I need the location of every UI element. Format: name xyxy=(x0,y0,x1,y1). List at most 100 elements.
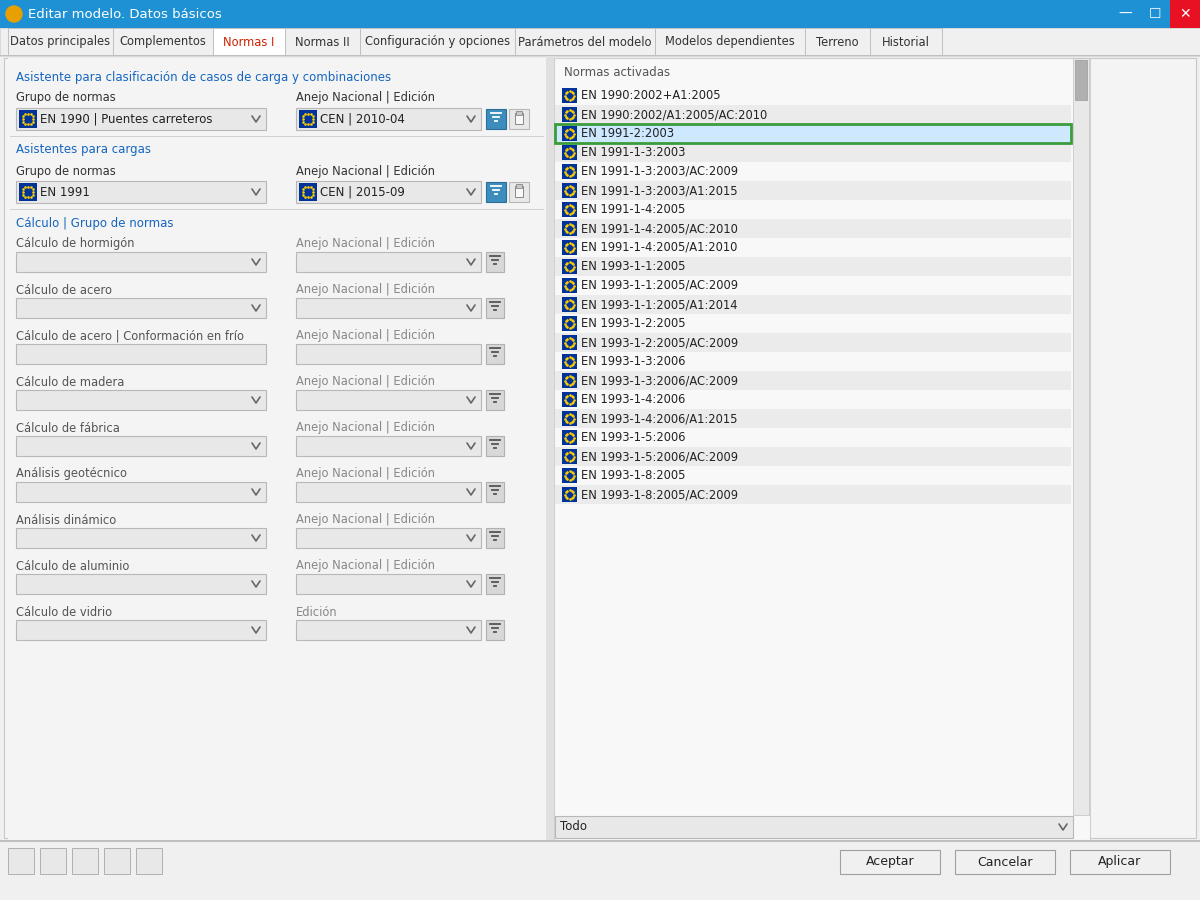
Bar xyxy=(0,0,1200,28)
Bar xyxy=(562,183,577,198)
Text: CEN | 2015-09: CEN | 2015-09 xyxy=(320,185,404,199)
Bar xyxy=(72,848,98,874)
Bar xyxy=(562,430,577,445)
Bar xyxy=(8,848,34,874)
Bar xyxy=(486,528,504,548)
Bar xyxy=(554,86,1072,105)
Text: Cálculo de acero: Cálculo de acero xyxy=(16,284,112,296)
Text: Anejo Nacional | Edición: Anejo Nacional | Edición xyxy=(296,560,436,572)
Text: Anejo Nacional | Edición: Anejo Nacional | Edición xyxy=(296,375,436,389)
Circle shape xyxy=(6,6,22,22)
Bar xyxy=(16,620,266,640)
Text: EN 1991-1-3:2003: EN 1991-1-3:2003 xyxy=(581,146,685,159)
Text: EN 1993-1-3:2006/AC:2009: EN 1993-1-3:2006/AC:2009 xyxy=(581,374,738,387)
Bar xyxy=(562,88,577,103)
Bar xyxy=(554,257,1072,276)
Text: EN 1991-1-4:2005: EN 1991-1-4:2005 xyxy=(581,203,685,216)
Text: Edición: Edición xyxy=(296,606,337,618)
Bar xyxy=(546,56,554,840)
Bar xyxy=(10,136,544,137)
Bar xyxy=(1110,0,1140,28)
Text: Anejo Nacional | Edición: Anejo Nacional | Edición xyxy=(296,421,436,435)
Text: EN 1990 | Puentes carreteros: EN 1990 | Puentes carreteros xyxy=(40,112,212,125)
Text: Anejo Nacional | Edición: Anejo Nacional | Edición xyxy=(296,467,436,481)
Bar xyxy=(286,28,360,55)
Text: EN 1990:2002+A1:2005: EN 1990:2002+A1:2005 xyxy=(581,89,721,102)
Text: Datos principales: Datos principales xyxy=(11,35,110,49)
Bar xyxy=(0,842,1200,900)
Bar xyxy=(0,56,1200,840)
Bar xyxy=(299,110,317,128)
Text: CEN | 2010-04: CEN | 2010-04 xyxy=(320,112,404,125)
Bar xyxy=(840,850,940,874)
Bar xyxy=(554,466,1072,485)
Bar xyxy=(486,344,504,364)
Bar xyxy=(16,390,266,410)
Bar xyxy=(16,108,266,130)
Bar xyxy=(562,354,577,369)
Text: Cálculo de hormigón: Cálculo de hormigón xyxy=(16,238,134,250)
Bar xyxy=(0,28,1200,56)
Bar xyxy=(1075,60,1087,100)
Bar xyxy=(554,390,1072,409)
Bar xyxy=(10,209,544,210)
Text: Aplicar: Aplicar xyxy=(1098,856,1141,868)
Bar xyxy=(562,278,577,293)
Text: Anejo Nacional | Edición: Anejo Nacional | Edición xyxy=(296,514,436,526)
Text: Historial: Historial xyxy=(882,35,930,49)
Bar xyxy=(562,126,577,141)
Text: Anejo Nacional | Edición: Anejo Nacional | Edición xyxy=(296,329,436,343)
Text: Cálculo de madera: Cálculo de madera xyxy=(16,375,125,389)
Bar xyxy=(554,124,1072,143)
Bar xyxy=(19,183,37,201)
Bar xyxy=(515,186,523,197)
Bar xyxy=(554,371,1072,390)
Text: EN 1991-2:2003: EN 1991-2:2003 xyxy=(581,127,674,140)
Bar xyxy=(562,202,577,217)
Bar xyxy=(955,850,1055,874)
Bar xyxy=(296,252,481,272)
Bar xyxy=(1170,0,1200,28)
Text: Anejo Nacional | Edición: Anejo Nacional | Edición xyxy=(296,165,436,177)
Bar xyxy=(486,574,504,594)
Bar xyxy=(554,428,1072,447)
Bar xyxy=(296,436,481,456)
Bar xyxy=(655,28,805,55)
Text: EN 1991-1-3:2003/A1:2015: EN 1991-1-3:2003/A1:2015 xyxy=(581,184,738,197)
Bar xyxy=(113,28,214,55)
Bar xyxy=(299,183,317,201)
Text: —: — xyxy=(1118,7,1132,21)
Text: Todo: Todo xyxy=(560,821,587,833)
Bar xyxy=(562,487,577,502)
Bar xyxy=(486,109,506,129)
Bar xyxy=(8,58,546,840)
Text: EN 1991-1-4:2005/AC:2010: EN 1991-1-4:2005/AC:2010 xyxy=(581,222,738,235)
Bar xyxy=(296,344,481,364)
Bar xyxy=(516,111,522,115)
Bar xyxy=(554,816,1073,838)
Bar xyxy=(296,181,481,203)
Bar xyxy=(486,182,506,202)
Bar xyxy=(486,620,504,640)
Bar xyxy=(554,409,1072,428)
Text: EN 1993-1-1:2005: EN 1993-1-1:2005 xyxy=(581,260,685,273)
Text: Modelos dependientes: Modelos dependientes xyxy=(665,35,794,49)
Bar xyxy=(515,113,523,124)
Bar xyxy=(486,390,504,410)
Bar xyxy=(16,528,266,548)
Bar xyxy=(562,373,577,388)
Text: EN 1993-1-5:2006: EN 1993-1-5:2006 xyxy=(581,431,685,444)
Text: EN 1993-1-4:2006: EN 1993-1-4:2006 xyxy=(581,393,685,406)
Text: Cálculo de fábrica: Cálculo de fábrica xyxy=(16,421,120,435)
Bar xyxy=(562,468,577,483)
Text: EN 1990:2002/A1:2005/AC:2010: EN 1990:2002/A1:2005/AC:2010 xyxy=(581,108,767,121)
Text: EN 1993-1-1:2005/A1:2014: EN 1993-1-1:2005/A1:2014 xyxy=(581,298,738,311)
Text: ✕: ✕ xyxy=(1180,7,1190,21)
Bar xyxy=(562,259,577,274)
Text: Grupo de normas: Grupo de normas xyxy=(16,165,115,177)
Text: EN 1993-1-8:2005/AC:2009: EN 1993-1-8:2005/AC:2009 xyxy=(581,488,738,501)
Bar xyxy=(360,28,515,55)
Bar xyxy=(509,182,529,202)
Bar xyxy=(562,411,577,426)
Text: Configuración y opciones: Configuración y opciones xyxy=(365,35,510,49)
